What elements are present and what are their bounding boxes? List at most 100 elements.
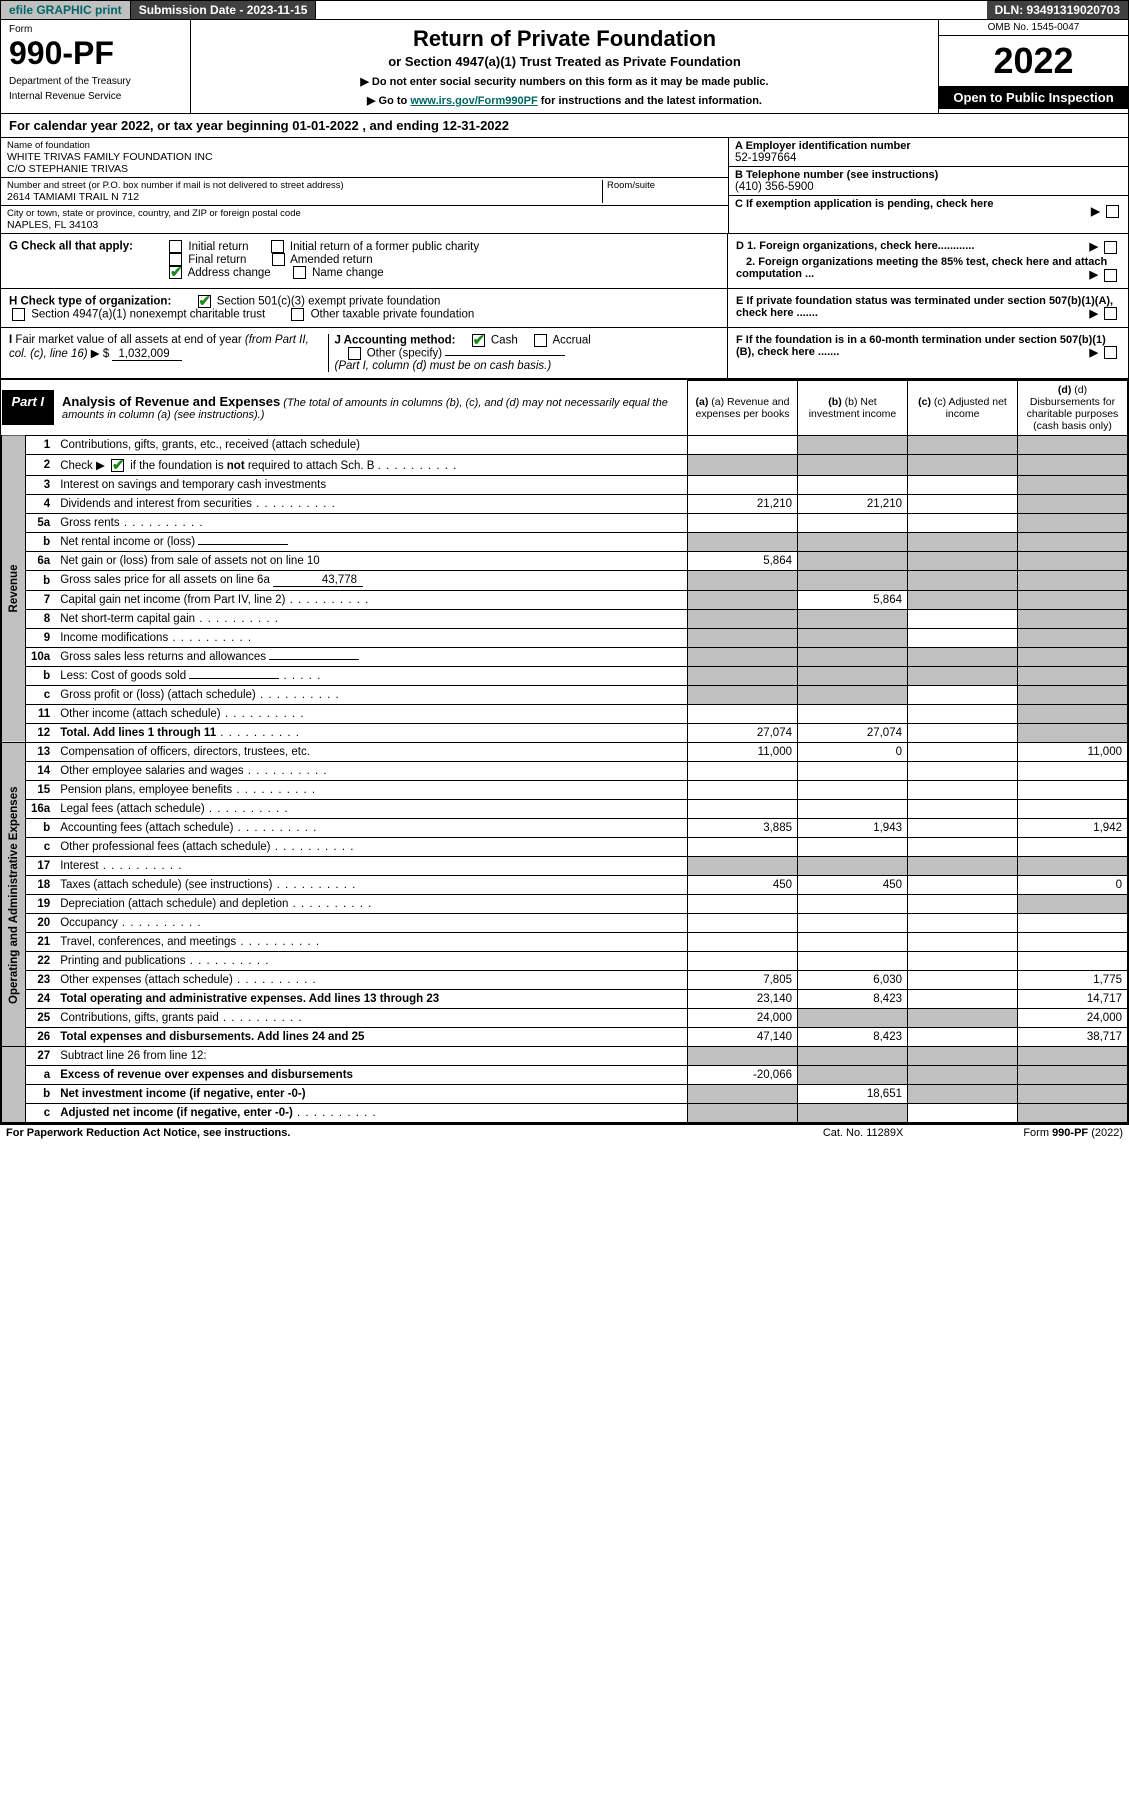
amount-cell: 21,210 [798, 495, 908, 514]
line-desc: Contributions, gifts, grants paid [55, 1009, 687, 1028]
h-501c3-cb[interactable] [198, 295, 211, 308]
amount-cell [908, 629, 1018, 648]
city-label: City or town, state or province, country… [7, 208, 722, 219]
part1-tag: Part I [2, 390, 55, 425]
d1-cb[interactable] [1104, 241, 1117, 254]
line-desc: Printing and publications [55, 952, 687, 971]
g-amended-cb[interactable] [272, 253, 285, 266]
amount-cell [908, 686, 1018, 705]
j-accrual-cb[interactable] [534, 334, 547, 347]
line-desc: Legal fees (attach schedule) [55, 800, 687, 819]
amount-cell [908, 1066, 1018, 1085]
amount-cell: 3,885 [688, 819, 798, 838]
line-desc: Accounting fees (attach schedule) [55, 819, 687, 838]
g-addr-cb[interactable] [169, 266, 182, 279]
amount-cell [798, 933, 908, 952]
amount-cell [908, 591, 1018, 610]
amount-cell [798, 629, 908, 648]
note-post: for instructions and the latest informat… [538, 95, 762, 107]
amount-cell [908, 952, 1018, 971]
g-label: G Check all that apply: [9, 241, 133, 253]
table-row: cOther professional fees (attach schedul… [2, 838, 1128, 857]
line-desc: Dividends and interest from securities [55, 495, 687, 514]
amount-cell [908, 971, 1018, 990]
form-title: Return of Private Foundation [197, 26, 932, 52]
info-right: A Employer identification number 52-1997… [728, 138, 1128, 233]
i-label: I [9, 334, 12, 346]
amount-cell [688, 435, 798, 454]
amount-cell [688, 454, 798, 475]
amount-cell [908, 1028, 1018, 1047]
amount-cell [1018, 648, 1128, 667]
amount-cell [908, 838, 1018, 857]
amount-cell [908, 1009, 1018, 1028]
amount-cell [798, 435, 908, 454]
amount-cell [908, 876, 1018, 895]
e-cb[interactable] [1104, 307, 1117, 320]
h-label: H Check type of organization: [9, 295, 171, 307]
tax-year: 2022 [939, 36, 1128, 86]
amount-cell [1018, 1066, 1128, 1085]
foundation-name-1: WHITE TRIVAS FAMILY FOUNDATION INC [7, 151, 722, 163]
i-val: 1,032,009 [112, 348, 182, 361]
table-row: 10aGross sales less returns and allowanc… [2, 648, 1128, 667]
amount-cell [1018, 454, 1128, 475]
name-label: Name of foundation [7, 140, 722, 151]
amount-cell [798, 552, 908, 571]
line-desc: Taxes (attach schedule) (see instruction… [55, 876, 687, 895]
amount-cell [1018, 1085, 1128, 1104]
amount-cell [798, 705, 908, 724]
ij-block: I Fair market value of all assets at end… [1, 328, 728, 378]
col-b-hdr: (b) (b) Net investment income [798, 380, 908, 435]
j-other-input[interactable] [445, 355, 565, 356]
amount-cell: 38,717 [1018, 1028, 1128, 1047]
amount-cell [688, 610, 798, 629]
amount-cell: 11,000 [1018, 743, 1128, 762]
irs-link[interactable]: www.irs.gov/Form990PF [410, 95, 537, 107]
h-other-cb[interactable] [291, 308, 304, 321]
line-number: 1 [26, 435, 56, 454]
amount-cell [1018, 610, 1128, 629]
h-4947-cb[interactable] [12, 308, 25, 321]
table-row: Revenue1Contributions, gifts, grants, et… [2, 435, 1128, 454]
j-cash-cb[interactable] [472, 334, 485, 347]
footer-form: Form 990-PF (2022) [1023, 1127, 1123, 1139]
j-other-cb[interactable] [348, 347, 361, 360]
dln: DLN: 93491319020703 [987, 1, 1128, 19]
amount-cell [798, 914, 908, 933]
line-desc: Occupancy [55, 914, 687, 933]
amount-cell [798, 610, 908, 629]
arrow-icon: ▶ [1091, 206, 1100, 218]
line-number: 17 [26, 857, 56, 876]
f-label: F If the foundation is in a 60-month ter… [736, 334, 1106, 358]
line-desc: Compensation of officers, directors, tru… [55, 743, 687, 762]
line-desc: Adjusted net income (if negative, enter … [55, 1104, 687, 1123]
d2-cb[interactable] [1104, 269, 1117, 282]
note-pre: ▶ Go to [367, 95, 410, 107]
amount-cell: 21,210 [688, 495, 798, 514]
header-title-block: Return of Private Foundation or Section … [191, 20, 938, 113]
g-name-cb[interactable] [293, 266, 306, 279]
line-desc: Gross rents [55, 514, 687, 533]
line-number: 5a [26, 514, 56, 533]
line-number: b [26, 571, 56, 591]
form-number: 990-PF [9, 35, 182, 72]
g-initial-former-cb[interactable] [271, 240, 284, 253]
footer: For Paperwork Reduction Act Notice, see … [0, 1124, 1129, 1141]
c-label: C If exemption application is pending, c… [735, 198, 994, 210]
amount-cell [908, 495, 1018, 514]
c-checkbox[interactable] [1106, 205, 1119, 218]
table-row: 18Taxes (attach schedule) (see instructi… [2, 876, 1128, 895]
line-number: 14 [26, 762, 56, 781]
line-desc: Net gain or (loss) from sale of assets n… [55, 552, 687, 571]
amount-cell [1018, 591, 1128, 610]
line-desc: Total operating and administrative expen… [55, 990, 687, 1009]
amount-cell [798, 514, 908, 533]
efile-print[interactable]: efile GRAPHIC print [1, 1, 131, 19]
amount-cell [688, 629, 798, 648]
f-cb[interactable] [1104, 346, 1117, 359]
amount-cell [908, 533, 1018, 552]
arrow-icon: ▶ [1089, 269, 1097, 281]
g-initial-cb[interactable] [169, 240, 182, 253]
foundation-name-cell: Name of foundation WHITE TRIVAS FAMILY F… [1, 138, 728, 178]
